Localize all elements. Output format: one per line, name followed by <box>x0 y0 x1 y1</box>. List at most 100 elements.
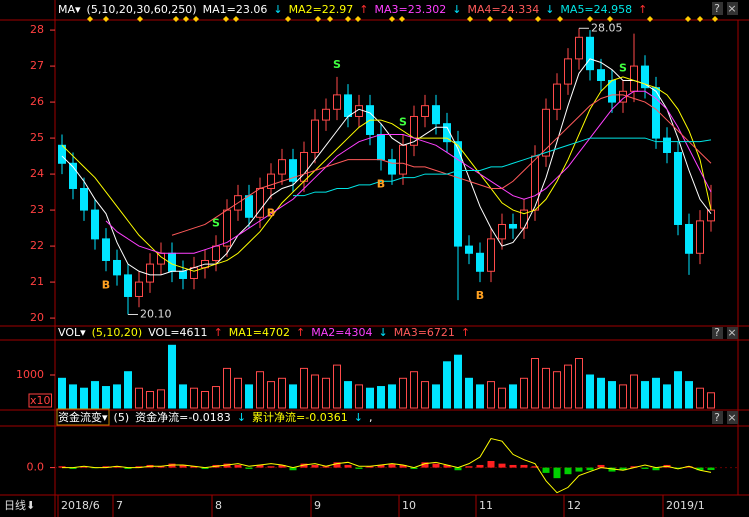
candle-body <box>564 58 572 85</box>
volume-bar <box>553 371 561 409</box>
x-tick-label: 10 <box>402 499 416 512</box>
indicator-name: MA▾ <box>58 3 81 16</box>
event-marker <box>507 16 513 22</box>
y-tick-label: 20 <box>30 311 44 324</box>
flow-bar <box>575 467 583 472</box>
help-button[interactable] <box>712 411 723 424</box>
x-tick-label: 7 <box>116 499 123 512</box>
volume-bar <box>410 371 418 409</box>
event-marker <box>223 16 229 22</box>
volume-bar <box>278 377 286 409</box>
flow-bar <box>498 463 506 468</box>
volume-bar <box>696 387 704 409</box>
volume-bar <box>465 377 473 409</box>
candle-body <box>344 94 352 117</box>
volume-bar <box>619 384 627 409</box>
volume-bar <box>641 381 649 409</box>
cumulative-line <box>62 437 712 494</box>
trade-signal: S <box>619 61 627 74</box>
candle-body <box>212 245 220 261</box>
candle-body <box>608 79 616 103</box>
candle-body <box>663 137 671 153</box>
volume-bar <box>685 381 693 409</box>
flow-bar <box>586 467 594 471</box>
flow-bar <box>190 466 198 468</box>
candle-body <box>377 133 385 161</box>
volume-bar <box>245 384 253 409</box>
x-tick-label: 2019/1 <box>666 499 705 512</box>
event-marker <box>355 16 361 22</box>
flow-bar <box>432 463 440 468</box>
candle-body <box>267 173 275 189</box>
volume-bar <box>498 387 506 409</box>
volume-bar <box>124 371 132 409</box>
flow-bar <box>113 466 121 468</box>
candle-body <box>113 259 121 276</box>
candle-body <box>465 245 473 254</box>
indicator-name: 资金流变▾ <box>58 410 108 424</box>
candle-body <box>69 162 77 189</box>
event-marker <box>193 16 199 22</box>
volume-bar <box>399 377 407 409</box>
ma-line <box>61 58 712 276</box>
legend-entry: MA5=24.958 <box>560 3 632 16</box>
candle-body <box>487 238 495 272</box>
ma-line <box>293 137 712 197</box>
legend-arrow: ↑ <box>214 326 223 339</box>
close-button[interactable] <box>727 327 738 339</box>
flow-bar <box>344 464 352 468</box>
flow-bar <box>322 466 330 468</box>
volume-bar <box>377 386 385 409</box>
flow-bar <box>542 467 550 473</box>
flow-bar <box>641 467 649 469</box>
event-marker <box>233 16 239 22</box>
help-button[interactable] <box>712 327 723 339</box>
legend-entry: VOL=4611 <box>148 326 207 339</box>
candle-body <box>597 69 605 81</box>
flow-bar <box>289 467 297 471</box>
y-tick-label: 23 <box>30 203 44 216</box>
volume-bar <box>212 386 220 409</box>
candle-body <box>674 151 682 225</box>
volume-bar <box>168 344 176 409</box>
candle-body <box>707 209 715 222</box>
candle-body <box>80 187 88 211</box>
unit-box <box>28 393 53 408</box>
flow-bar <box>102 466 110 468</box>
volume-bar <box>663 384 671 409</box>
trade-signal: B <box>377 177 385 190</box>
flow-bar <box>707 467 715 471</box>
help-button[interactable] <box>712 2 723 15</box>
volume-bar <box>289 384 297 409</box>
event-marker <box>389 16 395 22</box>
event-marker <box>183 16 189 22</box>
volume-bar <box>531 358 539 409</box>
volume-bar <box>597 377 605 409</box>
close-button[interactable] <box>727 411 738 424</box>
candle-body <box>135 281 143 297</box>
close-button[interactable] <box>727 2 738 15</box>
close-icon: × <box>727 2 736 15</box>
flow-bar <box>234 464 242 468</box>
candle-body <box>630 65 638 92</box>
flow-bar <box>245 467 253 469</box>
close-icon: × <box>727 411 736 424</box>
candle-body <box>311 119 319 153</box>
event-marker <box>103 16 109 22</box>
event-marker <box>399 16 405 22</box>
y-tick-label: 26 <box>30 95 44 108</box>
flow-bar <box>333 462 341 468</box>
volume-bar <box>322 377 330 409</box>
candle-body <box>278 159 286 175</box>
volume-bar <box>91 381 99 409</box>
volume-bar <box>102 386 110 409</box>
trade-signal: S <box>333 58 341 71</box>
y-tick-label: 25 <box>30 131 44 144</box>
period-selector[interactable]: 日线⬇ <box>4 498 35 512</box>
close-icon: × <box>727 326 736 339</box>
volume-bar <box>575 358 583 409</box>
volume-bar <box>344 381 352 409</box>
ma-line <box>61 76 712 272</box>
event-marker <box>587 16 593 22</box>
volume-bar <box>58 377 66 409</box>
